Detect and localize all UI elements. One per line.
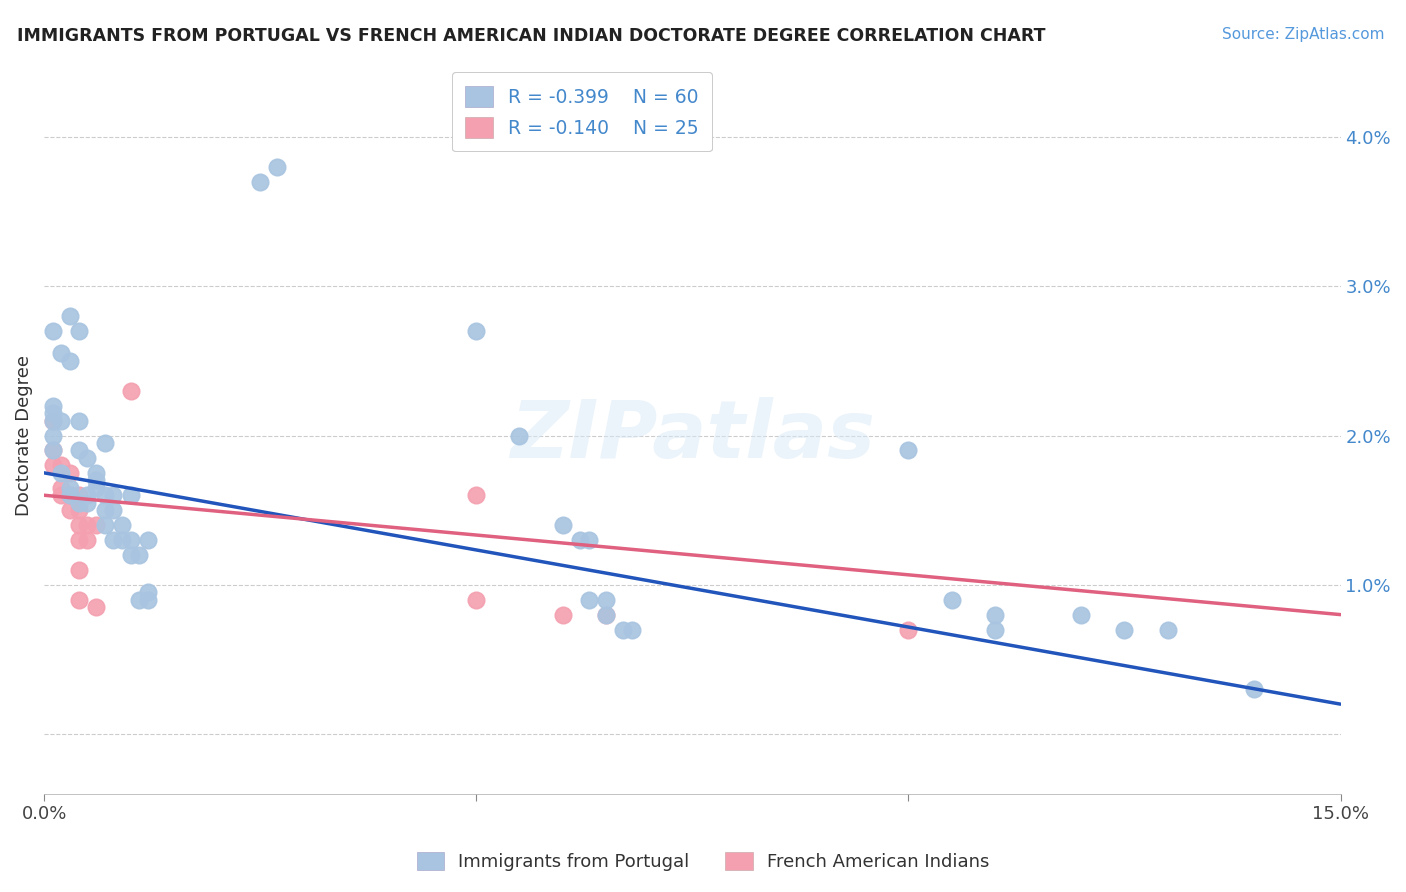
Point [42, 414, 65, 428]
Point [59, 354, 82, 368]
Point [76, 450, 98, 465]
Point [551, 607, 574, 622]
Point [67, 496, 90, 510]
Point [266, 160, 288, 174]
Point [59, 503, 82, 517]
Point [111, 533, 134, 547]
Legend: Immigrants from Portugal, French American Indians: Immigrants from Portugal, French America… [409, 845, 997, 879]
Point [67, 443, 90, 458]
Point [578, 533, 600, 547]
Point [42, 324, 65, 338]
Point [508, 428, 530, 442]
Point [51, 458, 73, 473]
Point [67, 488, 90, 502]
Point [67, 518, 90, 533]
Point [1114, 623, 1136, 637]
Point [84, 473, 107, 487]
Point [51, 481, 73, 495]
Point [103, 488, 125, 502]
Point [76, 496, 98, 510]
Point [67, 563, 90, 577]
Point [103, 533, 125, 547]
Point [67, 533, 90, 547]
Point [551, 518, 574, 533]
Point [465, 488, 488, 502]
Point [67, 324, 90, 338]
Point [42, 458, 65, 473]
Point [120, 533, 142, 547]
Point [59, 488, 82, 502]
Point [76, 518, 98, 533]
Point [42, 414, 65, 428]
Point [128, 592, 150, 607]
Point [136, 592, 159, 607]
Point [67, 503, 90, 517]
Legend: R = -0.399    N = 60, R = -0.140    N = 25: R = -0.399 N = 60, R = -0.140 N = 25 [453, 72, 711, 152]
Point [67, 414, 90, 428]
Point [897, 443, 920, 458]
Point [93, 436, 115, 450]
Point [51, 346, 73, 360]
Text: IMMIGRANTS FROM PORTUGAL VS FRENCH AMERICAN INDIAN DOCTORATE DEGREE CORRELATION : IMMIGRANTS FROM PORTUGAL VS FRENCH AMERI… [17, 27, 1046, 45]
Point [578, 592, 600, 607]
Point [93, 488, 115, 502]
Point [111, 518, 134, 533]
Point [84, 600, 107, 615]
Point [120, 488, 142, 502]
Point [984, 623, 1007, 637]
Point [1156, 623, 1178, 637]
Point [103, 503, 125, 517]
Point [84, 518, 107, 533]
Point [76, 488, 98, 502]
Point [984, 607, 1007, 622]
Point [51, 466, 73, 480]
Point [595, 592, 617, 607]
Point [51, 414, 73, 428]
Point [51, 488, 73, 502]
Point [595, 607, 617, 622]
Point [612, 623, 634, 637]
Point [67, 592, 90, 607]
Point [120, 384, 142, 398]
Point [59, 309, 82, 323]
Point [42, 443, 65, 458]
Point [1243, 682, 1265, 697]
Point [897, 623, 920, 637]
Point [136, 533, 159, 547]
Y-axis label: Doctorate Degree: Doctorate Degree [15, 355, 32, 516]
Point [42, 443, 65, 458]
Point [76, 533, 98, 547]
Point [120, 548, 142, 562]
Point [941, 592, 963, 607]
Point [128, 548, 150, 562]
Point [465, 324, 488, 338]
Point [42, 428, 65, 442]
Point [93, 518, 115, 533]
Point [568, 533, 591, 547]
Text: ZIPatlas: ZIPatlas [510, 397, 875, 475]
Point [59, 466, 82, 480]
Point [465, 592, 488, 607]
Point [595, 607, 617, 622]
Point [620, 623, 643, 637]
Point [59, 488, 82, 502]
Point [59, 481, 82, 495]
Point [42, 399, 65, 413]
Point [136, 585, 159, 599]
Point [84, 481, 107, 495]
Point [42, 406, 65, 420]
Point [249, 175, 271, 189]
Point [84, 466, 107, 480]
Point [93, 503, 115, 517]
Text: Source: ZipAtlas.com: Source: ZipAtlas.com [1222, 27, 1385, 42]
Point [1070, 607, 1092, 622]
